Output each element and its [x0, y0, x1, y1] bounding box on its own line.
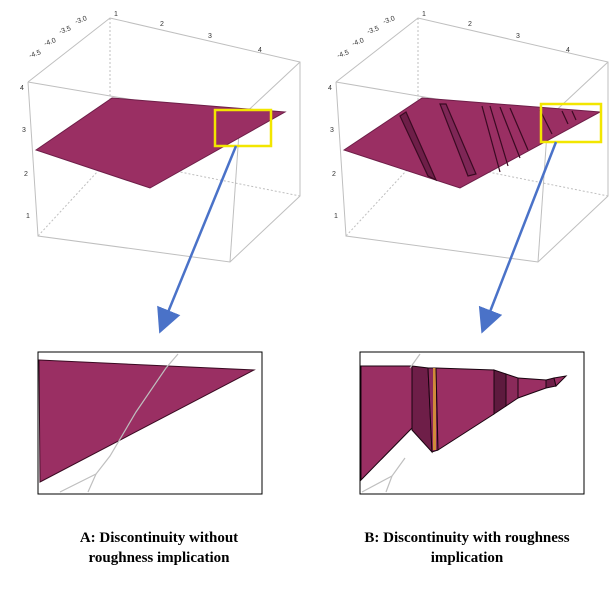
plot-b-tick-z: 3	[330, 127, 334, 134]
plot-a-tick-y: 1	[114, 11, 118, 18]
plot-a: -3.0 -3.5 -4.0 -4.5 1 2 3 4 4 3 2 1	[20, 11, 301, 263]
plot-a-tick-x: -4.0	[43, 37, 57, 48]
caption-a-line1: A: Discontinuity without	[79, 530, 239, 546]
plot-b-tick-x: -4.5	[336, 49, 350, 60]
plot-a-surface	[34, 97, 287, 189]
plot-b-tick-y: 4	[566, 47, 570, 54]
plot-a-highlight-box	[213, 108, 273, 148]
plot-b-tick-x: -3.5	[366, 25, 380, 36]
plot-a-tick-z: 4	[20, 85, 24, 92]
plot-b-tick-z: 1	[334, 213, 338, 220]
inset-a-surface	[38, 359, 256, 483]
caption-a-line2: roughness implication	[88, 550, 230, 566]
plot-a-tick-y: 3	[208, 33, 212, 40]
inset-b	[359, 351, 585, 495]
arrow-a	[157, 145, 238, 334]
inset-b-surface	[360, 365, 568, 482]
caption-b: B: Discontinuity with roughness implicat…	[318, 528, 616, 568]
plot-b-tick-y: 2	[468, 21, 472, 28]
inset-a	[37, 351, 263, 495]
plot-b-surface-striations	[399, 103, 577, 182]
plot-b: -3.0 -3.5 -4.0 -4.5 1 2 3 4 4 3 2 1	[328, 11, 609, 263]
plot-a-tick-z: 3	[22, 127, 26, 134]
caption-b-line2: implication	[430, 550, 504, 566]
plot-a-tick-x: -3.0	[74, 15, 88, 26]
plot-b-tick-y: 3	[516, 33, 520, 40]
caption-a: A: Discontinuity without roughness impli…	[24, 528, 294, 568]
plot-b-tick-x: -3.0	[382, 15, 396, 26]
plot-b-tick-z: 4	[328, 85, 332, 92]
plot-a-tick-x: -3.5	[58, 25, 72, 36]
arrow-b	[478, 141, 558, 334]
plot-a-tick-y: 4	[258, 47, 262, 54]
plot-b-tick-x: -4.0	[351, 37, 365, 48]
plot-a-tick-x: -4.5	[28, 49, 42, 60]
plot-a-tick-z: 2	[24, 171, 28, 178]
plot-b-highlight-box	[539, 102, 603, 144]
plot-b-tick-y: 1	[422, 11, 426, 18]
caption-b-line1: B: Discontinuity with roughness	[364, 530, 570, 546]
plot-b-tick-z: 2	[332, 171, 336, 178]
plot-a-tick-z: 1	[26, 213, 30, 220]
plot-a-tick-y: 2	[160, 21, 164, 28]
